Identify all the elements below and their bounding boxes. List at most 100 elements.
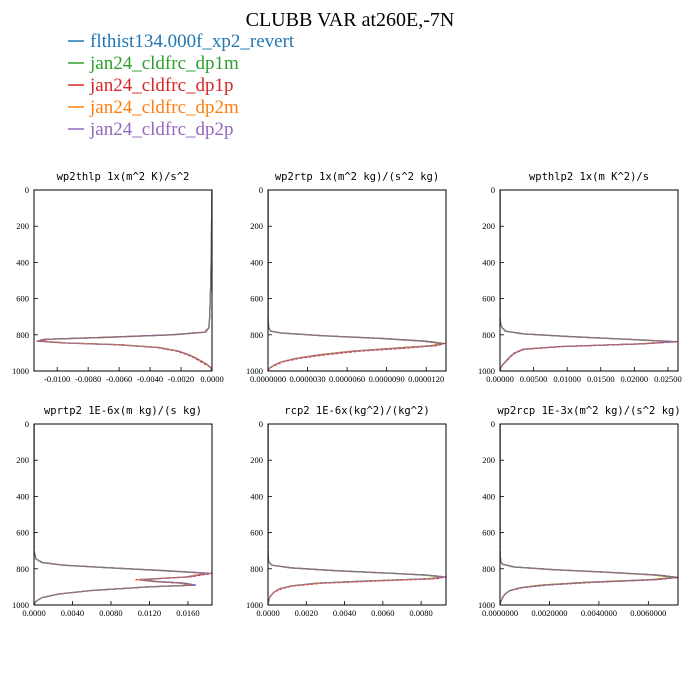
y-tick-label: 200 — [16, 455, 29, 465]
legend-item: flthist134.000f_xp2_revert — [68, 31, 295, 52]
series-line — [268, 190, 443, 371]
x-tick-label: -0.0080 — [75, 374, 101, 384]
x-tick-label: -0.0040 — [137, 374, 163, 384]
y-tick-label: 1000 — [12, 600, 29, 610]
y-tick-label: 800 — [482, 330, 495, 340]
panel-title: wp2rtp 1x(m^2 kg)/(s^2 kg) — [275, 171, 439, 183]
panel-title: wpthlp2 1x(m K^2)/s — [529, 171, 649, 183]
series-group — [500, 424, 678, 605]
legend-label: flthist134.000f_xp2_revert — [90, 31, 295, 52]
y-tick-label: 0 — [25, 419, 29, 429]
legend-item: jan24_cldfrc_dp1m — [68, 53, 239, 74]
series-line — [268, 424, 441, 605]
x-tick-label: 0.0000090 — [369, 374, 405, 384]
y-tick-label: 400 — [482, 491, 495, 501]
series-line — [500, 424, 677, 605]
series-line — [268, 424, 445, 605]
series-line — [500, 190, 676, 371]
y-tick-label: 200 — [250, 221, 263, 231]
panel-title: rcp2 1E-6x(kg^2)/(kg^2) — [284, 405, 429, 417]
x-tick-label: 0.01000 — [553, 374, 581, 384]
x-tick-label: 0.0120 — [138, 608, 161, 618]
y-tick-label: 400 — [250, 257, 263, 267]
chart-panel: wp2thlp 1x(m^2 K)/s^2 0 200 400 600 800 1000 -0… — [12, 171, 224, 384]
y-tick-label: 0 — [491, 185, 495, 195]
y-tick-label: 200 — [250, 455, 263, 465]
y-tick-label: 400 — [16, 257, 29, 267]
plot-frame — [33, 189, 213, 372]
chart-panel: rcp2 1E-6x(kg^2)/(kg^2) 0 200 400 600 800 1000… — [246, 405, 447, 618]
plot-frame — [499, 189, 679, 372]
x-tick-label: 0.0000 — [256, 608, 279, 618]
chart-panel: wprtp2 1E-6x(m kg)/(s kg) 0 200 400 600 800 10… — [12, 405, 213, 618]
y-tick-label: 400 — [16, 491, 29, 501]
x-tick-label: 0.0060 — [371, 608, 394, 618]
y-tick-label: 800 — [16, 564, 29, 574]
series-line — [268, 424, 445, 605]
series-group — [34, 424, 212, 605]
series-line — [268, 424, 446, 605]
series-group — [500, 190, 678, 371]
legend-item: jan24_cldfrc_dp1p — [68, 75, 234, 96]
panel-title: wp2rcp 1E-3x(m^2 kg)/(s^2 kg) — [497, 405, 680, 417]
y-tick-label: 1000 — [478, 366, 495, 376]
y-tick-label: 1000 — [12, 366, 29, 376]
legend-item: jan24_cldfrc_dp2m — [68, 97, 239, 118]
chart-panel: wp2rcp 1E-3x(m^2 kg)/(s^2 kg)0 200 400 600 8… — [478, 405, 681, 618]
y-tick-label: 200 — [482, 455, 495, 465]
y-tick-label: 400 — [250, 491, 263, 501]
y-tick-label: 0 — [259, 185, 263, 195]
x-tick-label: 0.02000 — [621, 374, 649, 384]
series-line — [500, 424, 674, 605]
series-line — [268, 190, 443, 371]
y-tick-label: 600 — [16, 528, 29, 538]
x-tick-label: 0.0000000 — [250, 374, 286, 384]
x-tick-label: 0.0020000 — [531, 608, 567, 618]
y-tick-label: 1000 — [246, 600, 263, 610]
y-tick-label: 600 — [250, 294, 263, 304]
y-tick-label: 0 — [25, 185, 29, 195]
y-tick-label: 600 — [482, 294, 495, 304]
y-tick-label: 800 — [250, 330, 263, 340]
plot-frame — [267, 189, 447, 372]
panel-title: wp2thlp 1x(m^2 K)/s^2 — [57, 171, 190, 183]
legend-label: jan24_cldfrc_dp2p — [89, 119, 234, 140]
x-tick-label: 0.0000 — [200, 374, 223, 384]
y-tick-label: 0 — [491, 419, 495, 429]
series-line — [41, 190, 212, 371]
x-tick-label: 0.0040 — [61, 608, 84, 618]
x-tick-label: -0.0020 — [168, 374, 194, 384]
x-tick-label: 0.0000030 — [289, 374, 325, 384]
x-tick-label: 0.00500 — [520, 374, 548, 384]
legend-item: jan24_cldfrc_dp2p — [68, 119, 234, 140]
series-group — [36, 190, 212, 371]
y-tick-label: 400 — [482, 257, 495, 267]
series-line — [268, 190, 446, 371]
x-tick-label: 0.00000 — [486, 374, 514, 384]
plot-frame — [267, 423, 447, 606]
y-tick-label: 200 — [482, 221, 495, 231]
series-group — [268, 424, 446, 605]
y-tick-label: 800 — [16, 330, 29, 340]
series-line — [500, 424, 678, 605]
series-line — [38, 190, 212, 371]
y-tick-label: 0 — [259, 419, 263, 429]
x-tick-label: 0.0000 — [22, 608, 45, 618]
x-tick-label: 0.0000120 — [408, 374, 444, 384]
x-tick-label: -0.0100 — [44, 374, 70, 384]
x-tick-label: 0.0020 — [295, 608, 318, 618]
legend: flthist134.000f_xp2_revertjan24_cldfrc_d… — [68, 31, 295, 140]
x-tick-label: -0.0060 — [106, 374, 132, 384]
legend-label: jan24_cldfrc_dp2m — [89, 97, 239, 118]
series-line — [268, 190, 444, 371]
series-line — [500, 424, 678, 605]
x-tick-label: 0.02500 — [654, 374, 682, 384]
series-line — [39, 190, 212, 371]
legend-label: jan24_cldfrc_dp1p — [89, 75, 234, 96]
y-tick-label: 200 — [16, 221, 29, 231]
x-tick-label: 0.01500 — [587, 374, 615, 384]
chart-panel: wpthlp2 1x(m K^2)/s020040060080010000.00… — [478, 171, 682, 384]
y-tick-label: 600 — [482, 528, 495, 538]
series-line — [36, 190, 212, 371]
